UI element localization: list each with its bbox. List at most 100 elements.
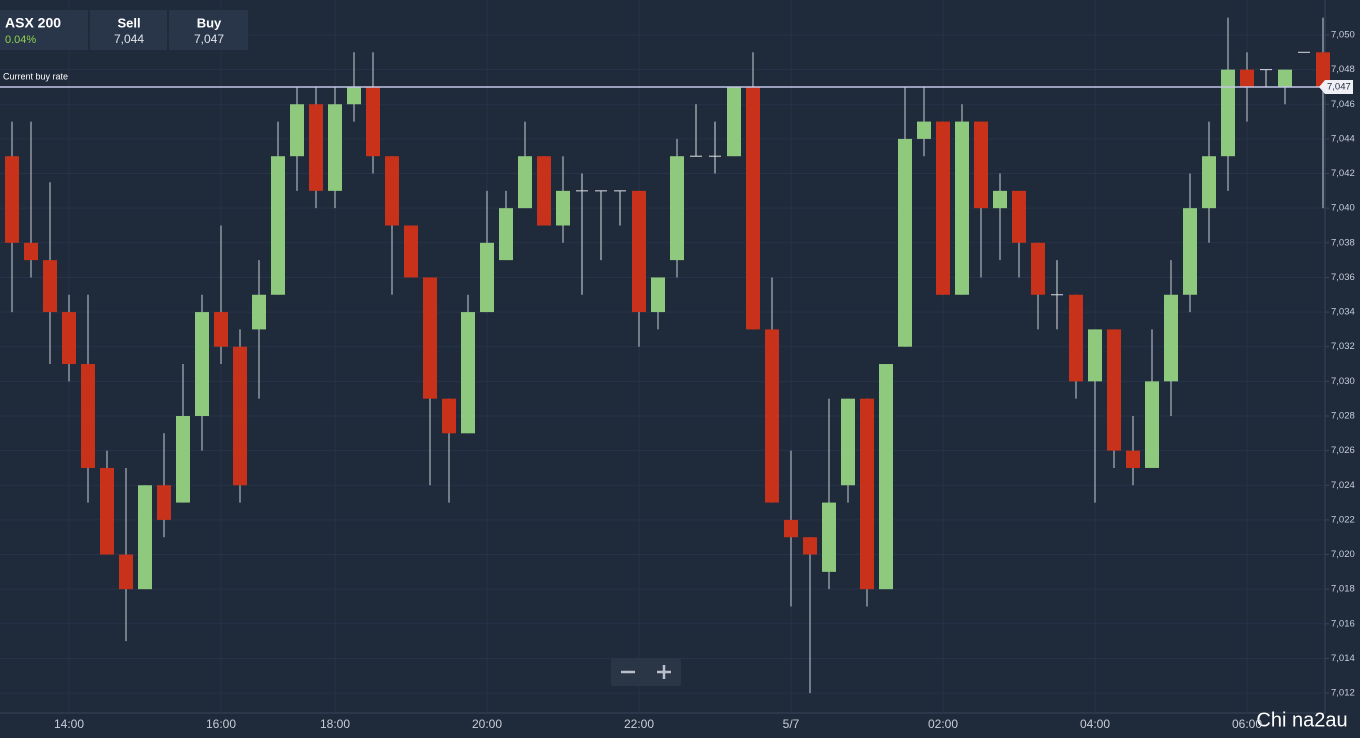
- x-tick-label: 22:00: [624, 717, 654, 731]
- y-tick-label: 7,030: [1331, 376, 1355, 387]
- candle-body: [366, 86, 380, 157]
- sell-price[interactable]: 7,044: [114, 32, 144, 46]
- candle-body: [1012, 190, 1026, 243]
- candle-body: [1221, 69, 1235, 157]
- y-tick-label: 7,046: [1331, 99, 1355, 110]
- sell-label: Sell: [117, 15, 140, 30]
- candle-body: [24, 242, 38, 261]
- candle-body: [499, 208, 513, 261]
- candle-body: [480, 242, 494, 313]
- candle-body: [138, 485, 152, 590]
- y-tick-label: 7,038: [1331, 237, 1355, 248]
- x-tick-label: 04:00: [1080, 717, 1110, 731]
- candle-body: [423, 277, 437, 399]
- candle-body: [1183, 208, 1197, 295]
- buy-label: Buy: [197, 15, 222, 30]
- candle-body: [100, 467, 114, 555]
- candle-body: [233, 346, 247, 486]
- header-cell: [0, 10, 88, 50]
- y-tick-label: 7,012: [1331, 688, 1355, 699]
- candle-body: [290, 104, 304, 157]
- candle-body: [556, 190, 570, 226]
- current-rate-tag: [1319, 79, 1353, 94]
- x-tick-label: 5/7: [783, 717, 800, 731]
- candle-body: [157, 485, 171, 520]
- change: 0.04%: [5, 34, 36, 46]
- y-tick-label: 7,048: [1331, 64, 1355, 75]
- candle-body: [1031, 242, 1045, 295]
- candle-body: [1126, 450, 1140, 468]
- candle-body: [1164, 294, 1178, 382]
- y-tick-label: 7,014: [1331, 653, 1355, 664]
- x-tick-label: 02:00: [928, 717, 958, 731]
- candle-body: [955, 121, 969, 295]
- candle-body: [252, 294, 266, 330]
- candle-body: [765, 329, 779, 503]
- candle-body: [1107, 329, 1121, 451]
- candle-body: [328, 104, 342, 191]
- candle-body: [936, 121, 950, 295]
- candle-body: [347, 86, 361, 105]
- y-tick-label: 7,028: [1331, 411, 1355, 422]
- candle-body: [632, 190, 646, 313]
- candle-body: [518, 156, 532, 209]
- y-tick-label: 7,044: [1331, 133, 1355, 144]
- candle-body: [1202, 156, 1216, 209]
- x-tick-label: 14:00: [54, 717, 84, 731]
- y-tick-label: 7,042: [1331, 168, 1355, 179]
- candle-body: [195, 312, 209, 416]
- candle-body: [404, 225, 418, 278]
- candle-body: [461, 312, 475, 434]
- y-tick-label: 7,026: [1331, 445, 1355, 456]
- zoom-in-button[interactable]: [646, 658, 681, 686]
- current-rate-value: 7,047: [1327, 81, 1351, 92]
- candle-body: [746, 86, 760, 330]
- candle-body: [898, 138, 912, 347]
- y-tick-label: 7,018: [1331, 584, 1355, 595]
- candle-body: [879, 364, 893, 590]
- candle-body: [670, 156, 684, 261]
- x-tick-label: 20:00: [472, 717, 502, 731]
- header: ASX 200 0.04% Sell 7,044 Buy 7,047: [0, 10, 248, 50]
- candle-body: [1278, 69, 1292, 87]
- y-tick-label: 7,036: [1331, 272, 1355, 283]
- candle-body: [993, 190, 1007, 209]
- candle-body: [81, 364, 95, 468]
- candle-body: [841, 398, 855, 486]
- header-cell: [169, 10, 248, 50]
- y-tick-label: 7,034: [1331, 307, 1355, 318]
- candle-body: [974, 121, 988, 209]
- candle-body: [727, 86, 741, 157]
- candle-body: [309, 104, 323, 191]
- candle-body: [537, 156, 551, 226]
- candle-body: [214, 312, 228, 347]
- candle-body: [860, 398, 874, 590]
- y-tick-label: 7,022: [1331, 514, 1355, 525]
- current-rate-label: Current buy rate: [3, 71, 68, 81]
- candle-body: [271, 156, 285, 295]
- candle-body: [1069, 294, 1083, 382]
- header-cell: [90, 10, 167, 50]
- x-tick-label: 18:00: [320, 717, 350, 731]
- y-tick-label: 7,024: [1331, 480, 1355, 491]
- candle-body: [784, 519, 798, 538]
- candle-body: [176, 415, 190, 503]
- candle-body: [803, 537, 817, 555]
- candle-body: [5, 156, 19, 243]
- candle-body: [1316, 52, 1330, 87]
- zoom-out-button[interactable]: [611, 658, 646, 686]
- x-tick-label: 16:00: [206, 717, 236, 731]
- symbol: ASX 200: [5, 15, 61, 31]
- zoom-controls: [611, 658, 681, 686]
- candle-body: [1240, 69, 1254, 87]
- buy-price[interactable]: 7,047: [194, 32, 224, 46]
- candle-body: [62, 312, 76, 365]
- y-tick-label: 7,016: [1331, 618, 1355, 629]
- candle-body: [1145, 381, 1159, 468]
- candle-body: [119, 554, 133, 590]
- candle-body: [651, 277, 665, 313]
- y-tick-label: 7,040: [1331, 203, 1355, 214]
